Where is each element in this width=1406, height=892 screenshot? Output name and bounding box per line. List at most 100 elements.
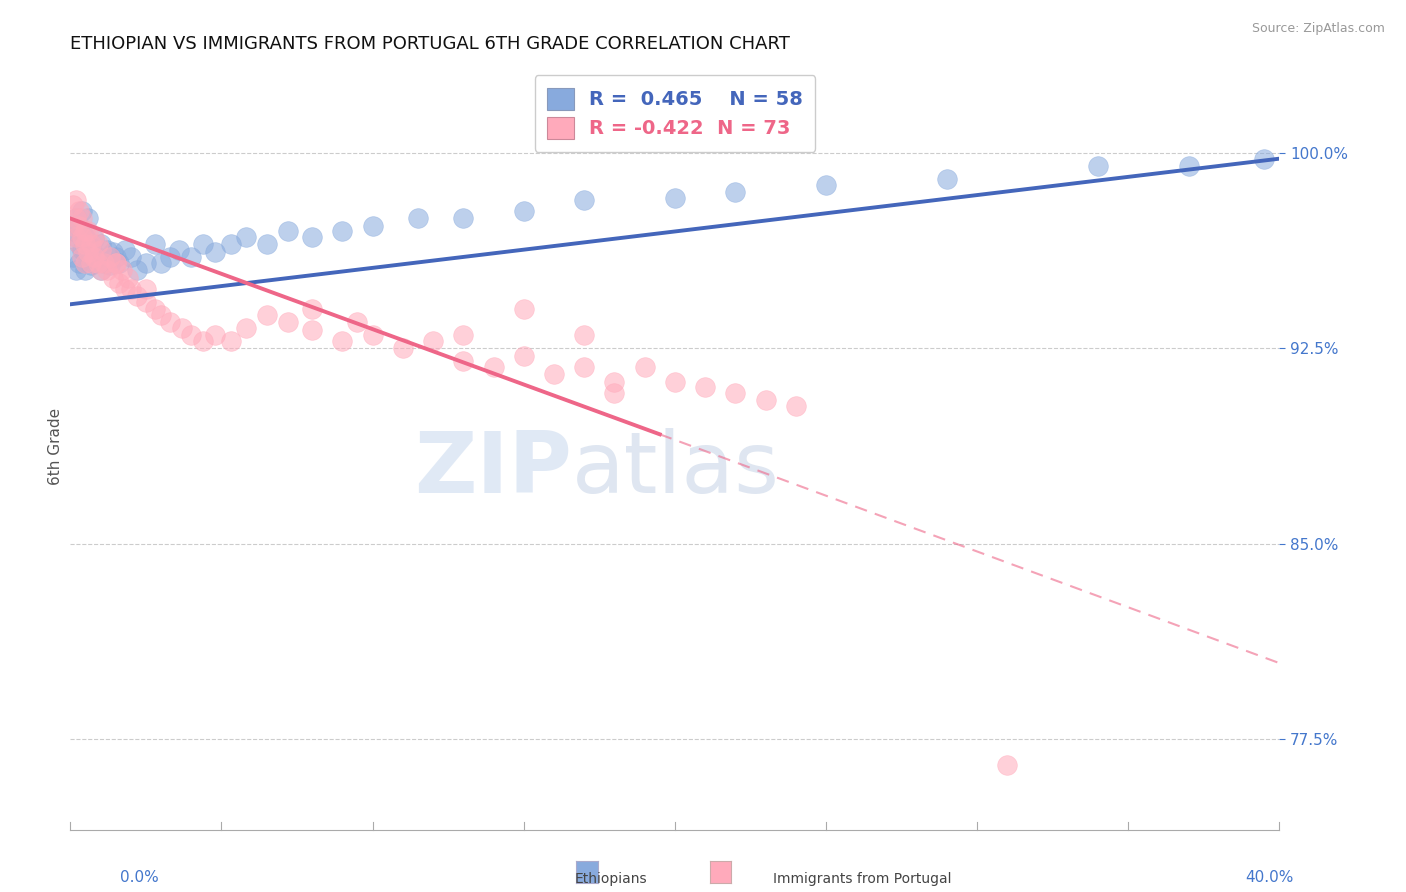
Point xyxy=(664,376,686,390)
Point xyxy=(77,251,100,265)
Point xyxy=(172,320,194,334)
Point xyxy=(65,211,87,226)
Point xyxy=(361,328,384,343)
Point xyxy=(150,308,172,322)
Point xyxy=(219,334,242,348)
Point xyxy=(77,224,100,238)
Point xyxy=(67,237,90,252)
Point xyxy=(125,289,148,303)
Point xyxy=(693,380,716,394)
Point xyxy=(67,237,90,252)
Point xyxy=(75,229,97,244)
Text: 40.0%: 40.0% xyxy=(1246,870,1294,885)
Point xyxy=(543,368,565,382)
Point xyxy=(90,263,111,277)
Point xyxy=(167,243,190,257)
Point xyxy=(754,393,776,408)
Point xyxy=(332,334,354,348)
Point xyxy=(1178,160,1201,174)
Point xyxy=(219,237,242,252)
Point xyxy=(513,349,536,363)
Point xyxy=(90,243,111,257)
Point xyxy=(159,316,181,330)
Point xyxy=(301,323,323,337)
Point xyxy=(346,316,368,330)
Point xyxy=(453,328,475,343)
Point xyxy=(111,263,134,277)
Point xyxy=(664,191,686,205)
Point xyxy=(65,229,87,244)
Point xyxy=(114,243,136,257)
Point xyxy=(204,245,226,260)
Point xyxy=(235,320,257,334)
Point xyxy=(724,186,747,200)
Point xyxy=(83,232,105,246)
Point xyxy=(277,316,299,330)
Point xyxy=(80,255,103,269)
Point xyxy=(93,255,115,269)
Point xyxy=(104,251,127,265)
Point xyxy=(574,328,596,343)
Point xyxy=(72,251,94,265)
Point xyxy=(65,211,87,226)
Point xyxy=(62,219,84,234)
Point xyxy=(180,328,202,343)
Point xyxy=(120,251,142,265)
Point xyxy=(482,359,505,374)
Point xyxy=(107,277,129,291)
Point xyxy=(1253,152,1275,166)
Point xyxy=(453,211,475,226)
Point xyxy=(120,282,142,296)
Point xyxy=(72,224,94,238)
Text: ZIP: ZIP xyxy=(415,427,572,510)
Point xyxy=(90,237,111,252)
Point xyxy=(114,282,136,296)
Point xyxy=(65,229,87,244)
Text: ETHIOPIAN VS IMMIGRANTS FROM PORTUGAL 6TH GRADE CORRELATION CHART: ETHIOPIAN VS IMMIGRANTS FROM PORTUGAL 6T… xyxy=(70,35,790,53)
Point xyxy=(724,385,747,400)
Point xyxy=(65,263,87,277)
Point xyxy=(80,237,103,252)
Point xyxy=(67,219,90,234)
Point xyxy=(204,328,226,343)
Point xyxy=(80,258,103,272)
Point xyxy=(96,263,118,277)
Point xyxy=(90,263,111,277)
Point xyxy=(83,255,105,269)
Point xyxy=(98,251,121,265)
Point xyxy=(143,302,166,317)
Point xyxy=(72,211,94,226)
Point xyxy=(62,251,84,265)
Point xyxy=(332,224,354,238)
Point xyxy=(422,334,444,348)
Point xyxy=(86,237,108,252)
Point xyxy=(75,245,97,260)
Text: Immigrants from Portugal: Immigrants from Portugal xyxy=(773,872,952,887)
Point xyxy=(72,203,94,218)
Point xyxy=(815,178,838,192)
Point xyxy=(125,263,148,277)
Point xyxy=(75,255,97,269)
Point xyxy=(135,282,157,296)
Point xyxy=(93,255,115,269)
Point xyxy=(101,245,124,260)
Point xyxy=(936,172,959,186)
Point xyxy=(453,354,475,368)
Point xyxy=(75,237,97,252)
Point xyxy=(101,271,124,285)
Text: 0.0%: 0.0% xyxy=(120,870,159,885)
Point xyxy=(406,211,429,226)
Text: Ethiopians: Ethiopians xyxy=(574,872,647,887)
Point xyxy=(574,359,596,374)
Point xyxy=(135,255,157,269)
Point xyxy=(65,194,87,208)
Point xyxy=(67,203,90,218)
Point xyxy=(180,251,202,265)
Point xyxy=(117,271,139,285)
Point xyxy=(785,399,807,413)
Point xyxy=(1087,160,1109,174)
Point xyxy=(193,334,215,348)
Point xyxy=(96,243,118,257)
Point xyxy=(77,211,100,226)
Point xyxy=(603,376,626,390)
